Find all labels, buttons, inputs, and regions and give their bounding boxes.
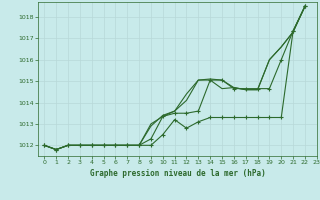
X-axis label: Graphe pression niveau de la mer (hPa): Graphe pression niveau de la mer (hPa)	[90, 169, 266, 178]
